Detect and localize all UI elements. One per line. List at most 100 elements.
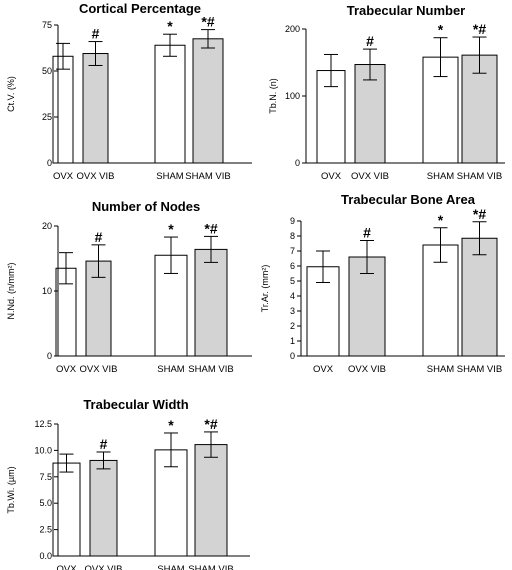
error-bar <box>363 48 377 81</box>
error-bar <box>360 240 374 274</box>
y-tick-label: 75 <box>42 20 52 30</box>
y-tick-label: 6 <box>290 261 295 271</box>
category-label: OVX VIB <box>351 171 389 182</box>
y-tick-label: 10.0 <box>34 445 52 455</box>
y-tick-label: 7 <box>290 246 295 256</box>
y-tick-label: 12.5 <box>34 419 52 429</box>
significance-mark: * <box>168 221 174 237</box>
bar <box>192 38 224 164</box>
significance-mark: *# <box>473 206 486 222</box>
y-tick-label: 1 <box>290 336 295 346</box>
chart-panel-2: Trabecular Number Tb.N. (n) OVX # OVX VIB * SH… <box>268 3 505 182</box>
chart-panel-1: Cortical Percentage Ct.V. (%) OVX # OVX VIB *… <box>6 1 252 182</box>
category-label: SHAM VIB <box>188 564 233 570</box>
significance-mark: *# <box>473 21 486 37</box>
bar <box>461 237 498 357</box>
error-bar <box>204 431 218 458</box>
bar <box>354 64 386 164</box>
chart-title: Trabecular Width <box>83 397 188 412</box>
y-tick-label: 25 <box>42 112 52 122</box>
chart-title: Cortical Percentage <box>79 1 201 16</box>
error-bar <box>164 432 178 468</box>
category-label: OVX VIB <box>84 564 122 570</box>
significance-mark: # <box>95 229 103 245</box>
category-label: SHAM <box>156 171 184 182</box>
y-tick-label: 0 <box>47 158 52 168</box>
category-label: OVX <box>56 364 77 375</box>
bar <box>52 55 74 164</box>
category-label: OVX <box>321 171 342 182</box>
y-axis-label: Tb.N. (n) <box>268 78 278 114</box>
category-label: OVX VIB <box>76 171 114 182</box>
error-bar <box>91 244 106 278</box>
category-label: SHAM <box>427 364 455 375</box>
significance-mark: * <box>438 212 444 228</box>
chart-title: Trabecular Bone Area <box>341 192 476 207</box>
y-tick-label: 8 <box>290 231 295 241</box>
error-bar <box>59 252 73 285</box>
error-bar <box>88 41 103 66</box>
y-tick-label: 7.5 <box>39 472 52 482</box>
bar <box>194 444 228 557</box>
category-label: SHAM VIB <box>457 364 502 375</box>
y-tick-label: 9 <box>290 216 295 226</box>
significance-mark: *# <box>201 14 214 30</box>
bar <box>89 459 118 557</box>
significance-mark: # <box>100 436 108 452</box>
bar <box>154 44 186 164</box>
category-label: OVX VIB <box>348 364 386 375</box>
y-tick-label: 2.5 <box>39 525 52 535</box>
category-label: OVX <box>53 171 74 182</box>
significance-mark: *# <box>204 220 217 236</box>
error-bar <box>163 33 177 57</box>
error-bar <box>433 37 448 78</box>
y-axis-label: Ct.V. (%) <box>6 76 16 112</box>
chart-panel-3: Number of Nodes N.Nd. (n/mm²) OVX # OVX VIB *… <box>6 199 252 375</box>
category-label: OVX <box>313 364 334 375</box>
error-bar <box>204 235 218 263</box>
chart-title: Trabecular Number <box>347 3 466 18</box>
y-tick-label: 0 <box>295 158 300 168</box>
significance-mark: # <box>366 33 374 49</box>
error-bar <box>201 29 215 49</box>
chart-panel-5: Trabecular Width Tb.Wi. (µm) OVX # OVX VIB * S… <box>6 397 250 570</box>
y-tick-label: 5.0 <box>39 498 52 508</box>
category-label: SHAM <box>157 564 185 570</box>
y-tick-label: 10 <box>42 286 52 296</box>
y-axis-label: N.Nd. (n/mm²) <box>6 263 16 320</box>
significance-mark: * <box>438 22 444 38</box>
error-bar <box>164 236 178 274</box>
y-axis-label: Tb.Wi. (µm) <box>6 466 16 513</box>
category-label: OVX VIB <box>79 364 117 375</box>
bar <box>422 244 459 357</box>
y-tick-label: 0.0 <box>39 551 52 561</box>
y-axis-label: Tr.Ar. (mm²) <box>260 265 270 313</box>
significance-mark: * <box>168 417 174 433</box>
category-label: SHAM VIB <box>188 364 233 375</box>
y-tick-label: 3 <box>290 306 295 316</box>
category-label: SHAM VIB <box>457 171 502 182</box>
significance-mark: # <box>363 225 371 241</box>
y-tick-label: 100 <box>285 91 300 101</box>
significance-mark: * <box>167 18 173 34</box>
category-label: OVX <box>56 564 77 570</box>
y-tick-label: 4 <box>290 291 295 301</box>
y-tick-label: 2 <box>290 321 295 331</box>
error-bar <box>316 250 330 283</box>
y-tick-label: 200 <box>285 24 300 34</box>
y-tick-label: 0 <box>47 351 52 361</box>
category-label: SHAM <box>157 364 185 375</box>
y-tick-label: 0 <box>290 351 295 361</box>
y-tick-label: 50 <box>42 66 52 76</box>
category-label: SHAM <box>427 171 455 182</box>
bar <box>194 248 228 357</box>
error-bar <box>96 451 111 470</box>
error-bar <box>472 221 487 256</box>
significance-mark: *# <box>204 416 217 432</box>
y-tick-label: 5 <box>290 276 295 286</box>
error-bar <box>472 36 487 74</box>
bar <box>82 53 109 164</box>
error-bar <box>433 227 448 263</box>
chart-panel-4: Trabecular Bone Area Tr.Ar. (mm²) OVX # OVX … <box>260 192 505 375</box>
